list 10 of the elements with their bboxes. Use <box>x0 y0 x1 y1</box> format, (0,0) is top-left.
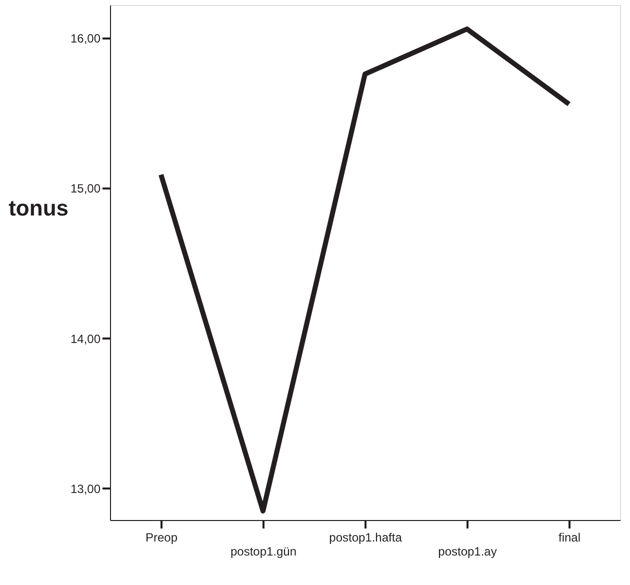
x-tick-label: postop1.ay <box>438 544 497 558</box>
y-tick-label: 14,00 <box>70 332 101 346</box>
x-tick-label: Preop <box>145 530 178 544</box>
y-tick-label: 16,00 <box>70 32 101 46</box>
y-tick-label: 15,00 <box>70 182 101 196</box>
x-tick-label: final <box>558 530 581 544</box>
y-tick-label: 13,00 <box>70 482 101 496</box>
y-axis-title: tonus <box>8 196 68 220</box>
x-tick-label: postop1.gün <box>230 544 297 558</box>
x-tick-label: postop1.hafta <box>329 530 402 544</box>
